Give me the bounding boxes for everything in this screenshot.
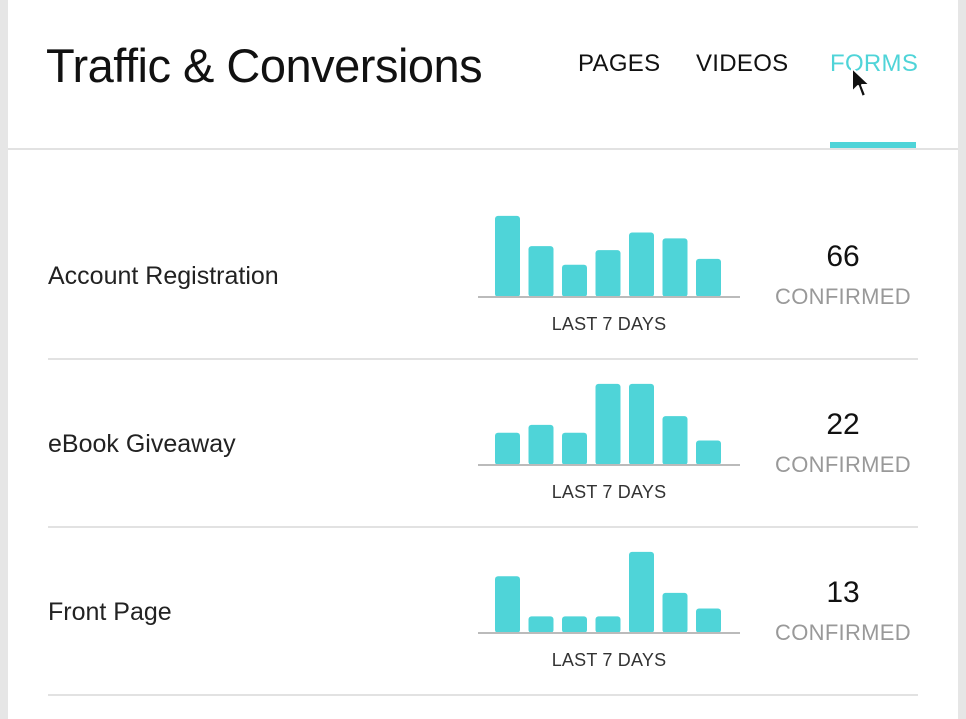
sparkline-bar	[495, 215, 520, 297]
confirmed-label: CONFIRMED	[775, 620, 911, 645]
sparkline-bar	[696, 258, 721, 297]
traffic-conversions-panel: Traffic & Conversions PAGES VIDEOS FORMS…	[8, 0, 958, 719]
confirmed-count: 66	[826, 240, 860, 273]
sparkline-caption: LAST 7 DAYS	[551, 650, 667, 670]
sparkline-bar	[562, 432, 587, 465]
form-row[interactable]: eBook Giveaway LAST 7 DAYS 22 CONFIRMED	[48, 360, 918, 528]
sparkline-caption: LAST 7 DAYS	[551, 482, 667, 502]
sparkline-bar	[662, 238, 688, 297]
sparkline-bar	[595, 250, 621, 297]
form-name[interactable]: Account Registration	[48, 262, 279, 290]
active-tab-indicator	[830, 142, 916, 148]
tab-videos[interactable]: VIDEOS	[696, 50, 789, 77]
form-name[interactable]: eBook Giveaway	[48, 430, 236, 458]
sparkline-bar	[495, 576, 520, 633]
sparkline-bar	[495, 432, 520, 465]
arrow-cursor-icon	[851, 67, 871, 98]
sparkline-bar	[629, 383, 654, 465]
sparkline-chart	[478, 376, 740, 466]
sparkline-bar	[562, 264, 587, 297]
tab-forms[interactable]: FORMS	[830, 50, 919, 77]
sparkline-bar	[562, 616, 587, 633]
confirmed-count: 13	[826, 576, 860, 609]
confirmed-label: CONFIRMED	[775, 284, 911, 309]
tab-pages[interactable]: PAGES	[578, 50, 661, 77]
form-name[interactable]: Front Page	[48, 598, 172, 626]
confirmed-count: 22	[826, 408, 860, 441]
sparkline-bar	[528, 616, 554, 633]
sparkline-bar	[595, 616, 621, 633]
sparkline-bar	[528, 424, 554, 465]
sparkline-bar	[629, 551, 654, 633]
sparkline-bar	[696, 440, 721, 465]
confirmed-label: CONFIRMED	[775, 452, 911, 477]
sparkline-bar	[528, 246, 554, 297]
sparkline-chart	[478, 544, 740, 634]
sparkline-bar	[595, 383, 621, 465]
sparkline-caption: LAST 7 DAYS	[551, 314, 667, 334]
sparkline-bar	[629, 232, 654, 297]
sparkline-bar	[696, 608, 721, 633]
page-title: Traffic & Conversions	[46, 39, 483, 92]
sparkline-bar	[662, 592, 688, 633]
panel-header: Traffic & Conversions PAGES VIDEOS FORMS	[8, 0, 958, 150]
sparkline-chart	[478, 208, 740, 298]
sparkline-bar	[662, 416, 688, 465]
form-row[interactable]: Account Registration LAST 7 DAYS 66 CONF…	[48, 192, 918, 360]
form-row[interactable]: Front Page LAST 7 DAYS 13 CONFIRMED	[48, 528, 918, 696]
